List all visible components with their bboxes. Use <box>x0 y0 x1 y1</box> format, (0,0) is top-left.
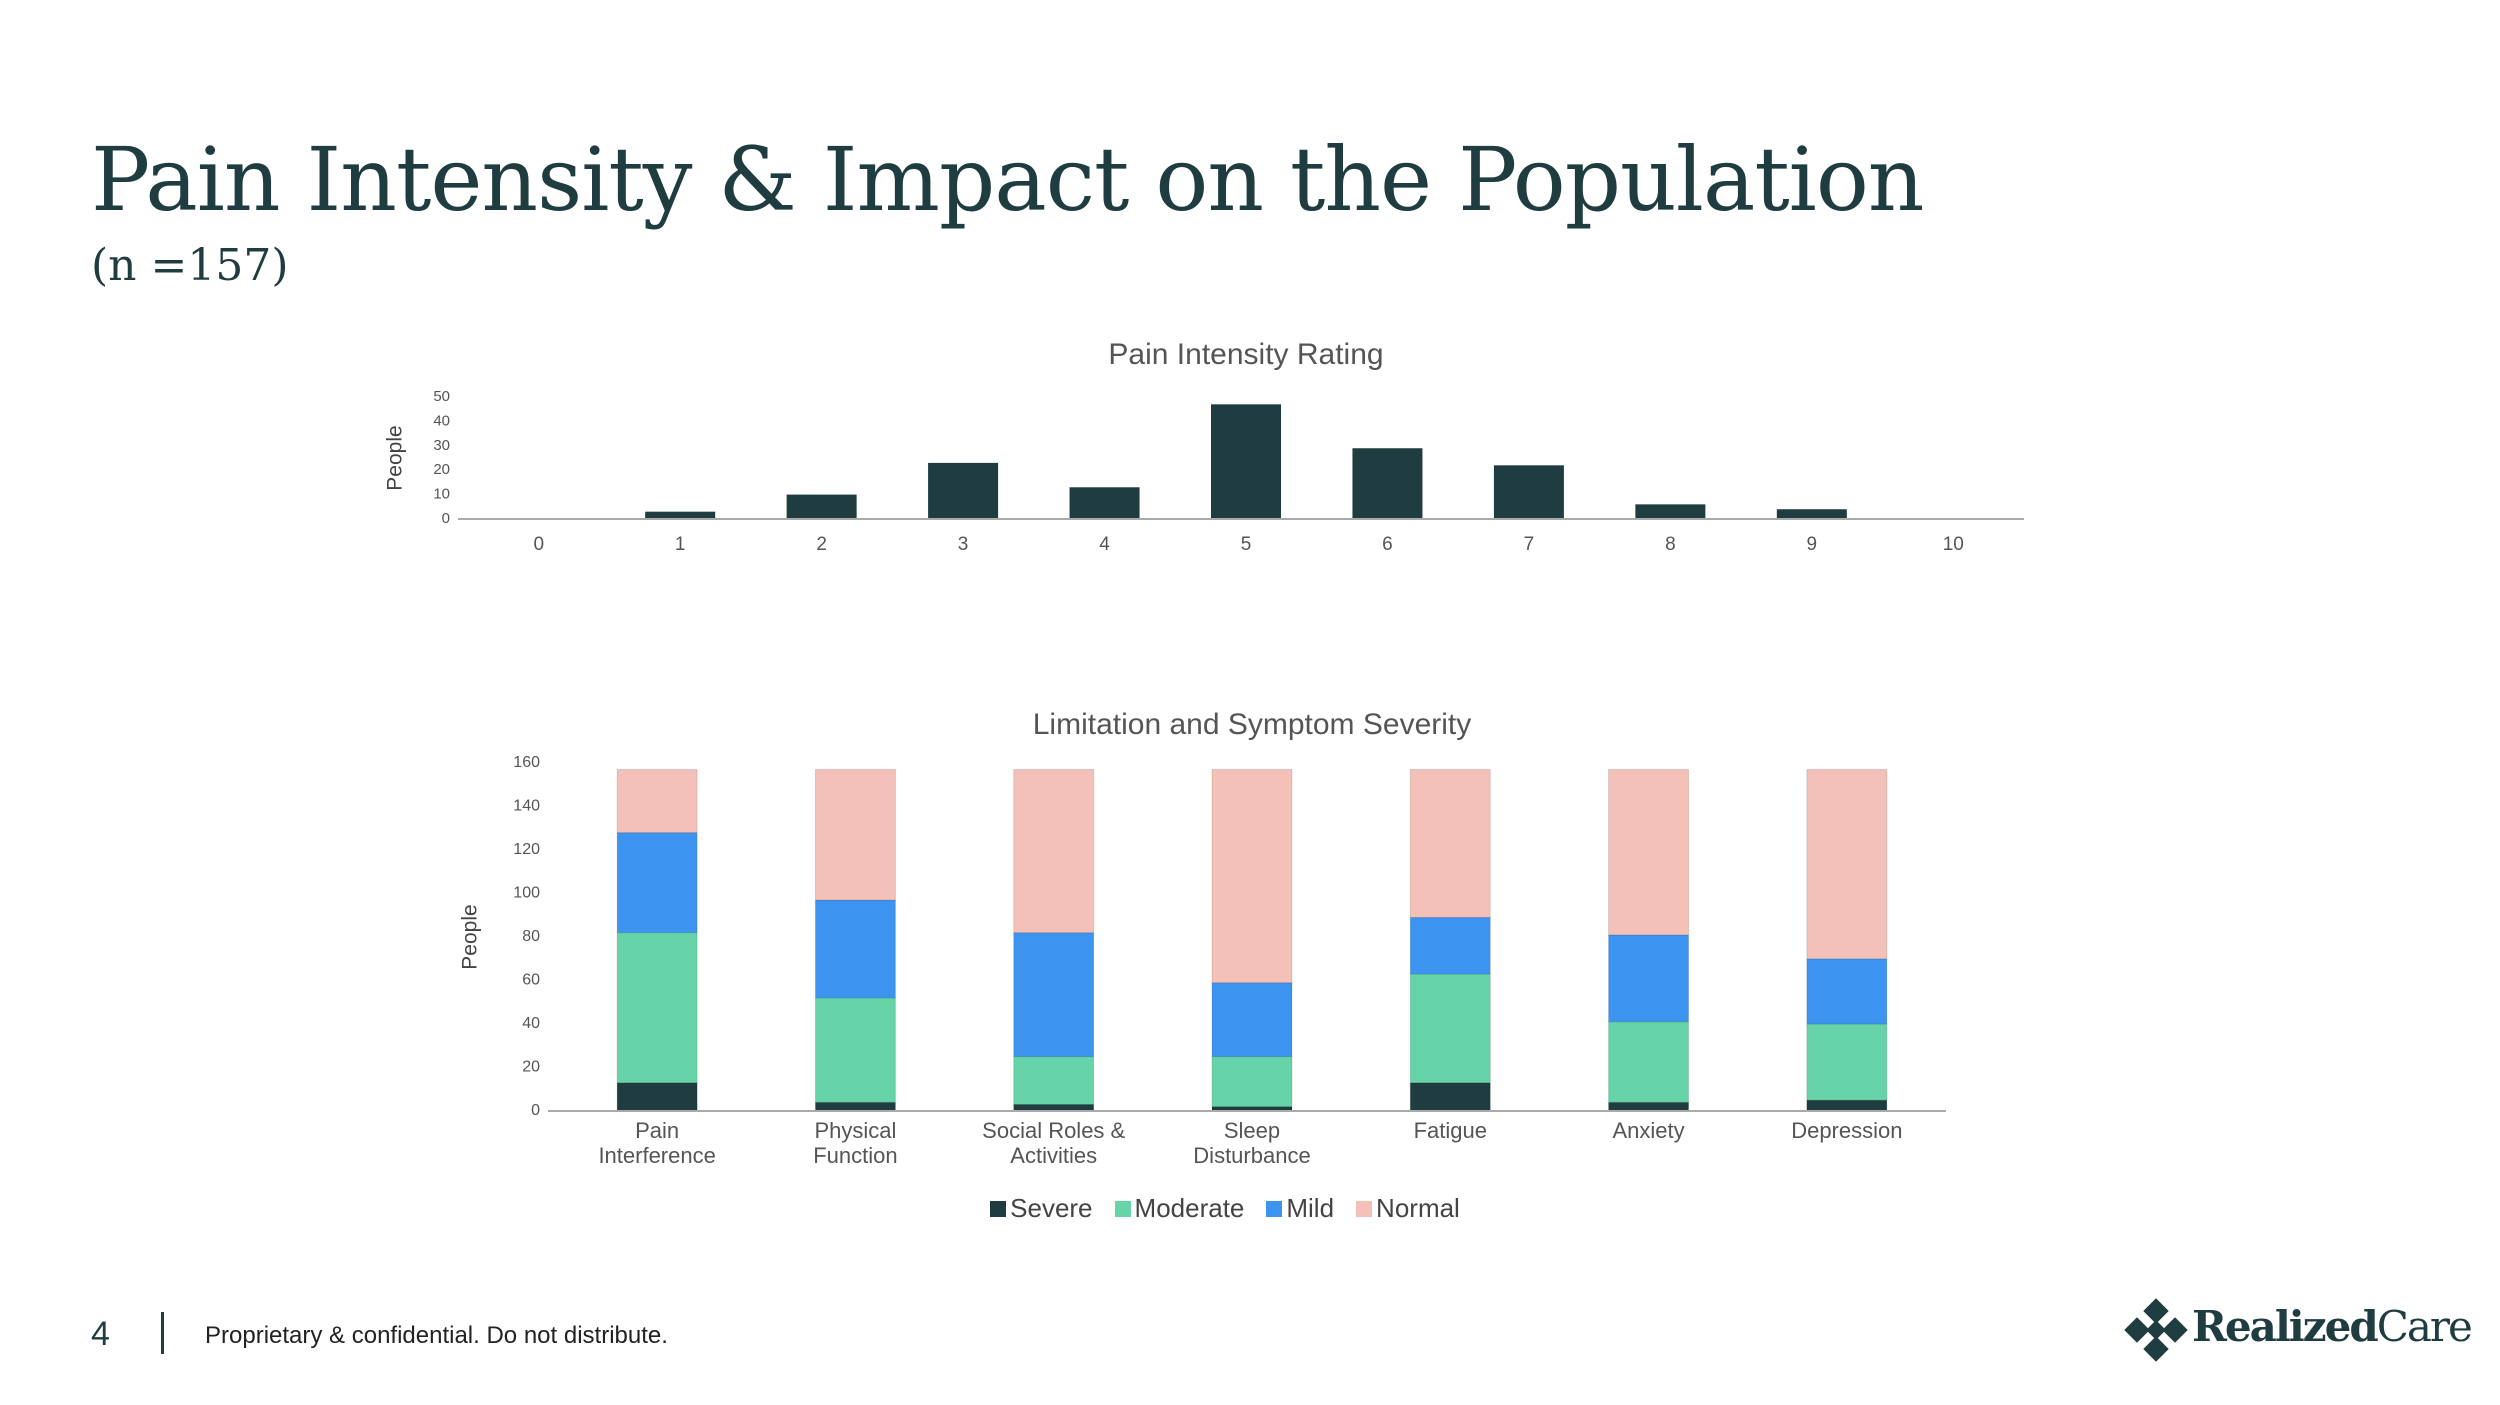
y-tick-label: 0 <box>531 1102 540 1119</box>
bar-segment <box>814 997 896 1103</box>
bar-segment <box>616 1082 698 1112</box>
bar-segment <box>814 899 896 999</box>
bar-segment <box>1608 934 1690 1023</box>
legend-label: Moderate <box>1134 1193 1245 1223</box>
bar-segment <box>1211 769 1293 984</box>
x-tick-label: 7 <box>1524 534 1535 555</box>
x-tick-label: 4 <box>1099 534 1110 555</box>
x-tick-label: Pain Interference <box>598 1118 716 1168</box>
footer-notice: Proprietary & confidential. Do not distr… <box>205 1322 668 1349</box>
bar-segment <box>1211 982 1293 1058</box>
bar-segment <box>1806 1099 1888 1112</box>
bar-segment <box>1409 916 1491 975</box>
y-tick-label: 160 <box>513 754 540 771</box>
x-tick-label: 10 <box>1943 534 1964 555</box>
bar-segment <box>1013 769 1095 934</box>
bar <box>645 511 716 519</box>
legend-label: Severe <box>1010 1193 1093 1223</box>
x-tick-label: 5 <box>1241 534 1252 555</box>
bar <box>786 494 857 519</box>
bar-segment <box>1608 769 1690 936</box>
bar-segment <box>1608 1101 1690 1112</box>
legend-swatch <box>990 1200 1007 1217</box>
x-tick-label: Fatigue <box>1413 1118 1487 1143</box>
x-tick-label: Depression <box>1791 1118 1903 1143</box>
y-tick-label: 120 <box>513 841 540 858</box>
slide-subtitle: (n =157) <box>91 240 289 291</box>
bar <box>1635 504 1706 519</box>
y-tick-label: 40 <box>433 412 450 429</box>
x-tick-label: Physical Function <box>813 1118 898 1168</box>
page-number: 4 <box>91 1315 110 1353</box>
y-tick-label: 10 <box>433 486 450 503</box>
y-tick-label: 50 <box>433 388 450 405</box>
brand-part: Realized <box>2192 1302 2379 1351</box>
bar-segment <box>814 769 896 901</box>
x-tick-label: Social Roles & Activities <box>982 1118 1126 1168</box>
y-tick-label: 60 <box>522 972 540 989</box>
y-axis-label: People <box>384 425 407 490</box>
chart-title: Pain Intensity Rating <box>1108 338 1383 371</box>
bar <box>1352 448 1423 519</box>
x-tick-label: 2 <box>816 534 827 555</box>
bar-segment <box>1409 973 1491 1084</box>
x-tick-label: 3 <box>958 534 969 555</box>
bar-segment <box>616 932 698 1084</box>
legend-label: Mild <box>1286 1193 1335 1223</box>
bar-segment <box>1409 769 1491 918</box>
legend-swatch <box>1114 1200 1131 1217</box>
legend-item: Normal <box>1356 1193 1460 1224</box>
bar-segment <box>1806 958 1888 1025</box>
x-tick-label: 9 <box>1807 534 1818 555</box>
legend: Severe Moderate Mild Normal <box>0 1193 2450 1224</box>
legend-item: Severe <box>990 1193 1093 1224</box>
bar-segment <box>616 832 698 934</box>
bar-segment <box>814 1101 896 1112</box>
legend-item: Mild <box>1266 1193 1334 1224</box>
x-tick-label: 6 <box>1382 534 1393 555</box>
y-tick-label: 20 <box>433 461 450 478</box>
x-tick-label: 0 <box>533 534 544 555</box>
legend-item: Moderate <box>1114 1193 1245 1224</box>
y-tick-label: 30 <box>433 437 450 454</box>
bar <box>1211 404 1281 519</box>
y-tick-label: 0 <box>442 510 450 527</box>
chart-title: Limitation and Symptom Severity <box>1033 708 1472 741</box>
x-tick-label: 1 <box>675 534 686 555</box>
x-tick-label: 8 <box>1665 534 1676 555</box>
bar-segment <box>1013 1056 1095 1105</box>
y-tick-label: 80 <box>522 928 540 945</box>
bar <box>1776 509 1847 519</box>
bar <box>928 462 999 519</box>
legend-swatch <box>1356 1200 1373 1217</box>
bar-segment <box>1013 932 1095 1058</box>
bar-segment <box>1211 1056 1293 1108</box>
bar-segment <box>1608 1021 1690 1103</box>
y-axis-label: People <box>459 904 482 969</box>
brand-icon <box>2124 1298 2188 1362</box>
bar-segment <box>616 769 698 834</box>
y-tick-label: 100 <box>513 885 540 902</box>
slide-title: Pain Intensity & Impact on the Populatio… <box>91 128 1924 231</box>
brand-part: Care <box>2376 1302 2473 1351</box>
brand: RealizedCare <box>2192 1302 2473 1351</box>
divider <box>161 1312 164 1354</box>
x-tick-label: Anxiety <box>1612 1118 1685 1143</box>
x-tick-label: Sleep Disturbance <box>1193 1118 1311 1168</box>
y-tick-label: 40 <box>522 1015 540 1032</box>
bar <box>1493 465 1564 519</box>
bar-segment <box>1409 1082 1491 1112</box>
y-tick-label: 20 <box>522 1059 540 1076</box>
legend-swatch <box>1266 1200 1283 1217</box>
legend-label: Normal <box>1376 1193 1460 1223</box>
y-tick-label: 140 <box>513 798 540 815</box>
bar-segment <box>1806 1023 1888 1101</box>
bar <box>1069 487 1140 519</box>
bar-segment <box>1806 769 1888 960</box>
